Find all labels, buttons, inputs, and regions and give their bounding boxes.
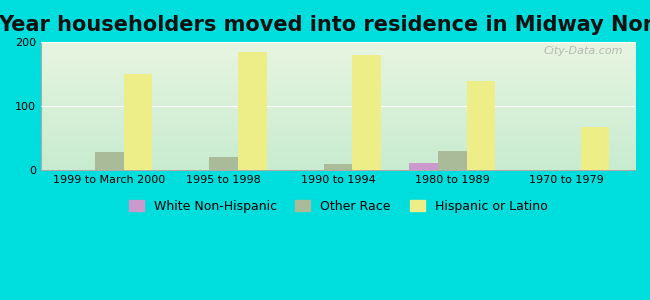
Legend: White Non-Hispanic, Other Race, Hispanic or Latino: White Non-Hispanic, Other Race, Hispanic… <box>124 195 552 218</box>
Bar <box>352 55 381 170</box>
Bar <box>467 80 495 170</box>
Bar <box>238 52 266 170</box>
Bar <box>580 127 609 170</box>
Bar <box>96 152 124 170</box>
Bar <box>438 151 467 170</box>
Bar <box>124 74 152 170</box>
Bar <box>324 164 352 170</box>
Title: Year householders moved into residence in Midway North: Year householders moved into residence i… <box>0 15 650 35</box>
Bar <box>209 158 238 170</box>
Text: City-Data.com: City-Data.com <box>543 46 623 56</box>
Bar <box>410 163 438 170</box>
